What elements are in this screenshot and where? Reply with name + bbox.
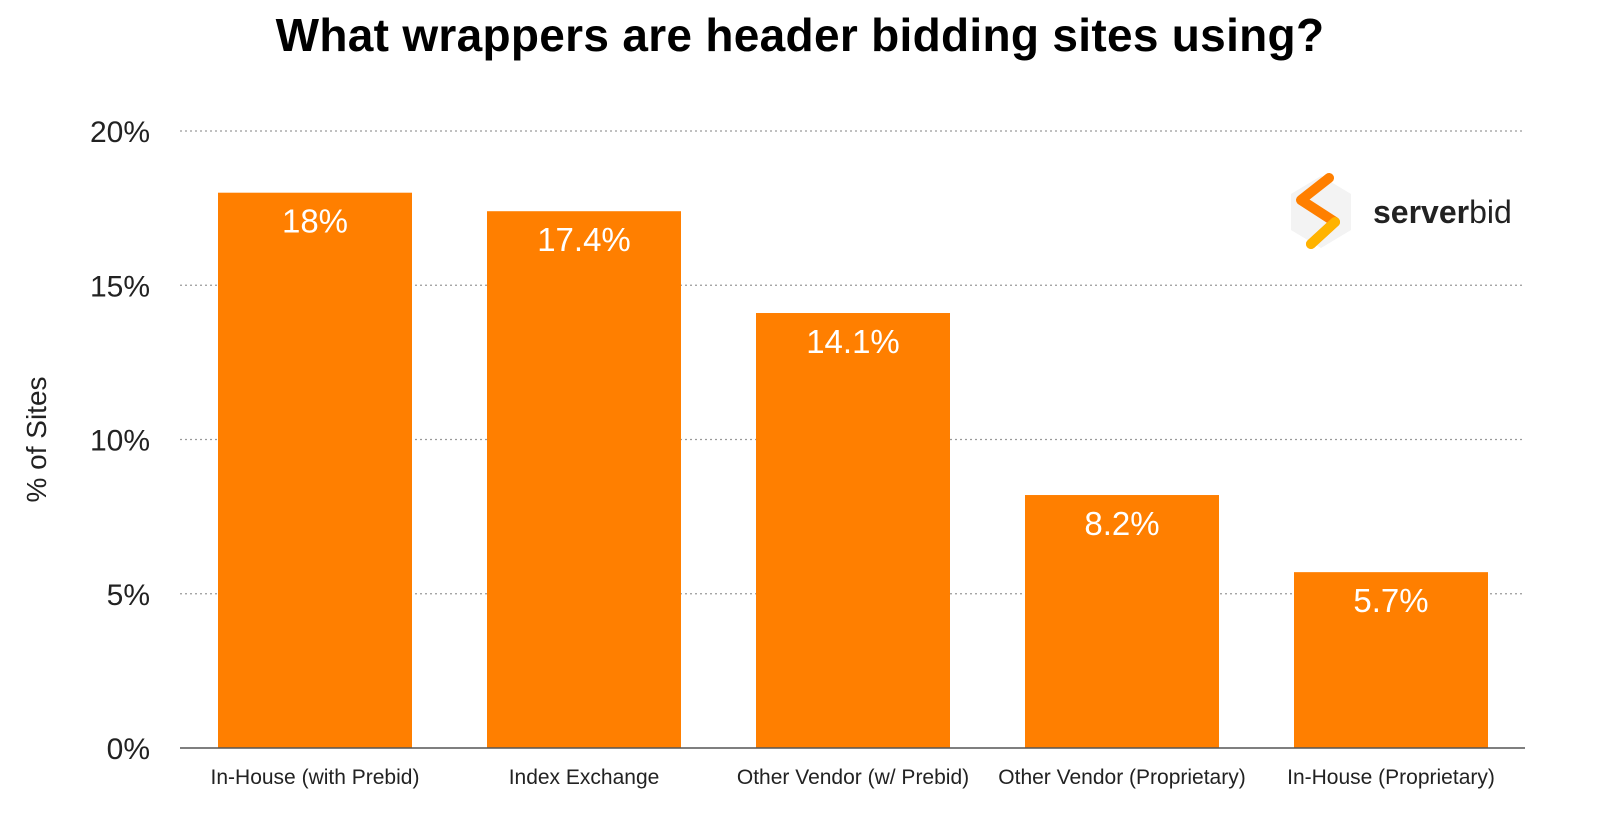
brand-name: serverbid [1373,194,1512,231]
x-category-label: In-House (with Prebid) [211,766,420,789]
bar [487,211,681,748]
chart-title: What wrappers are header bidding sites u… [275,9,1325,61]
bar-value-label: 5.7% [1353,582,1428,619]
y-axis-title: % of Sites [21,376,52,502]
bar [756,313,950,748]
bar-value-label: 14.1% [806,323,900,360]
x-category-label: In-House (Proprietary) [1287,766,1495,789]
serverbid-logo-icon [1291,173,1351,249]
brand-name-bold: server [1373,193,1470,230]
x-category-label: Index Exchange [509,766,660,789]
bar-value-label: 17.4% [537,221,631,258]
bar [218,192,412,748]
y-tick-label: 10% [90,425,150,458]
y-tick-label: 20% [90,116,150,149]
brand-logo: serverbid [1285,172,1512,252]
x-axis-categories: In-House (with Prebid) Index Exchange Othe… [211,766,1495,789]
bar-value-label: 8.2% [1084,505,1159,542]
brand-name-light: bid [1469,193,1512,230]
bar [1025,495,1219,748]
x-category-label: Other Vendor (Proprietary) [998,766,1245,789]
bar-value-label: 18% [282,203,348,240]
bars: 18% 17.4% 14.1% 8.2% 5.7% [218,192,1488,748]
y-tick-label: 0% [107,733,150,766]
y-tick-label: 15% [90,270,150,303]
x-category-label: Other Vendor (w/ Prebid) [737,766,969,789]
bar [1294,572,1488,748]
y-axis-ticks: 0% 5% 10% 15% 20% [90,116,150,766]
y-tick-label: 5% [107,579,150,612]
